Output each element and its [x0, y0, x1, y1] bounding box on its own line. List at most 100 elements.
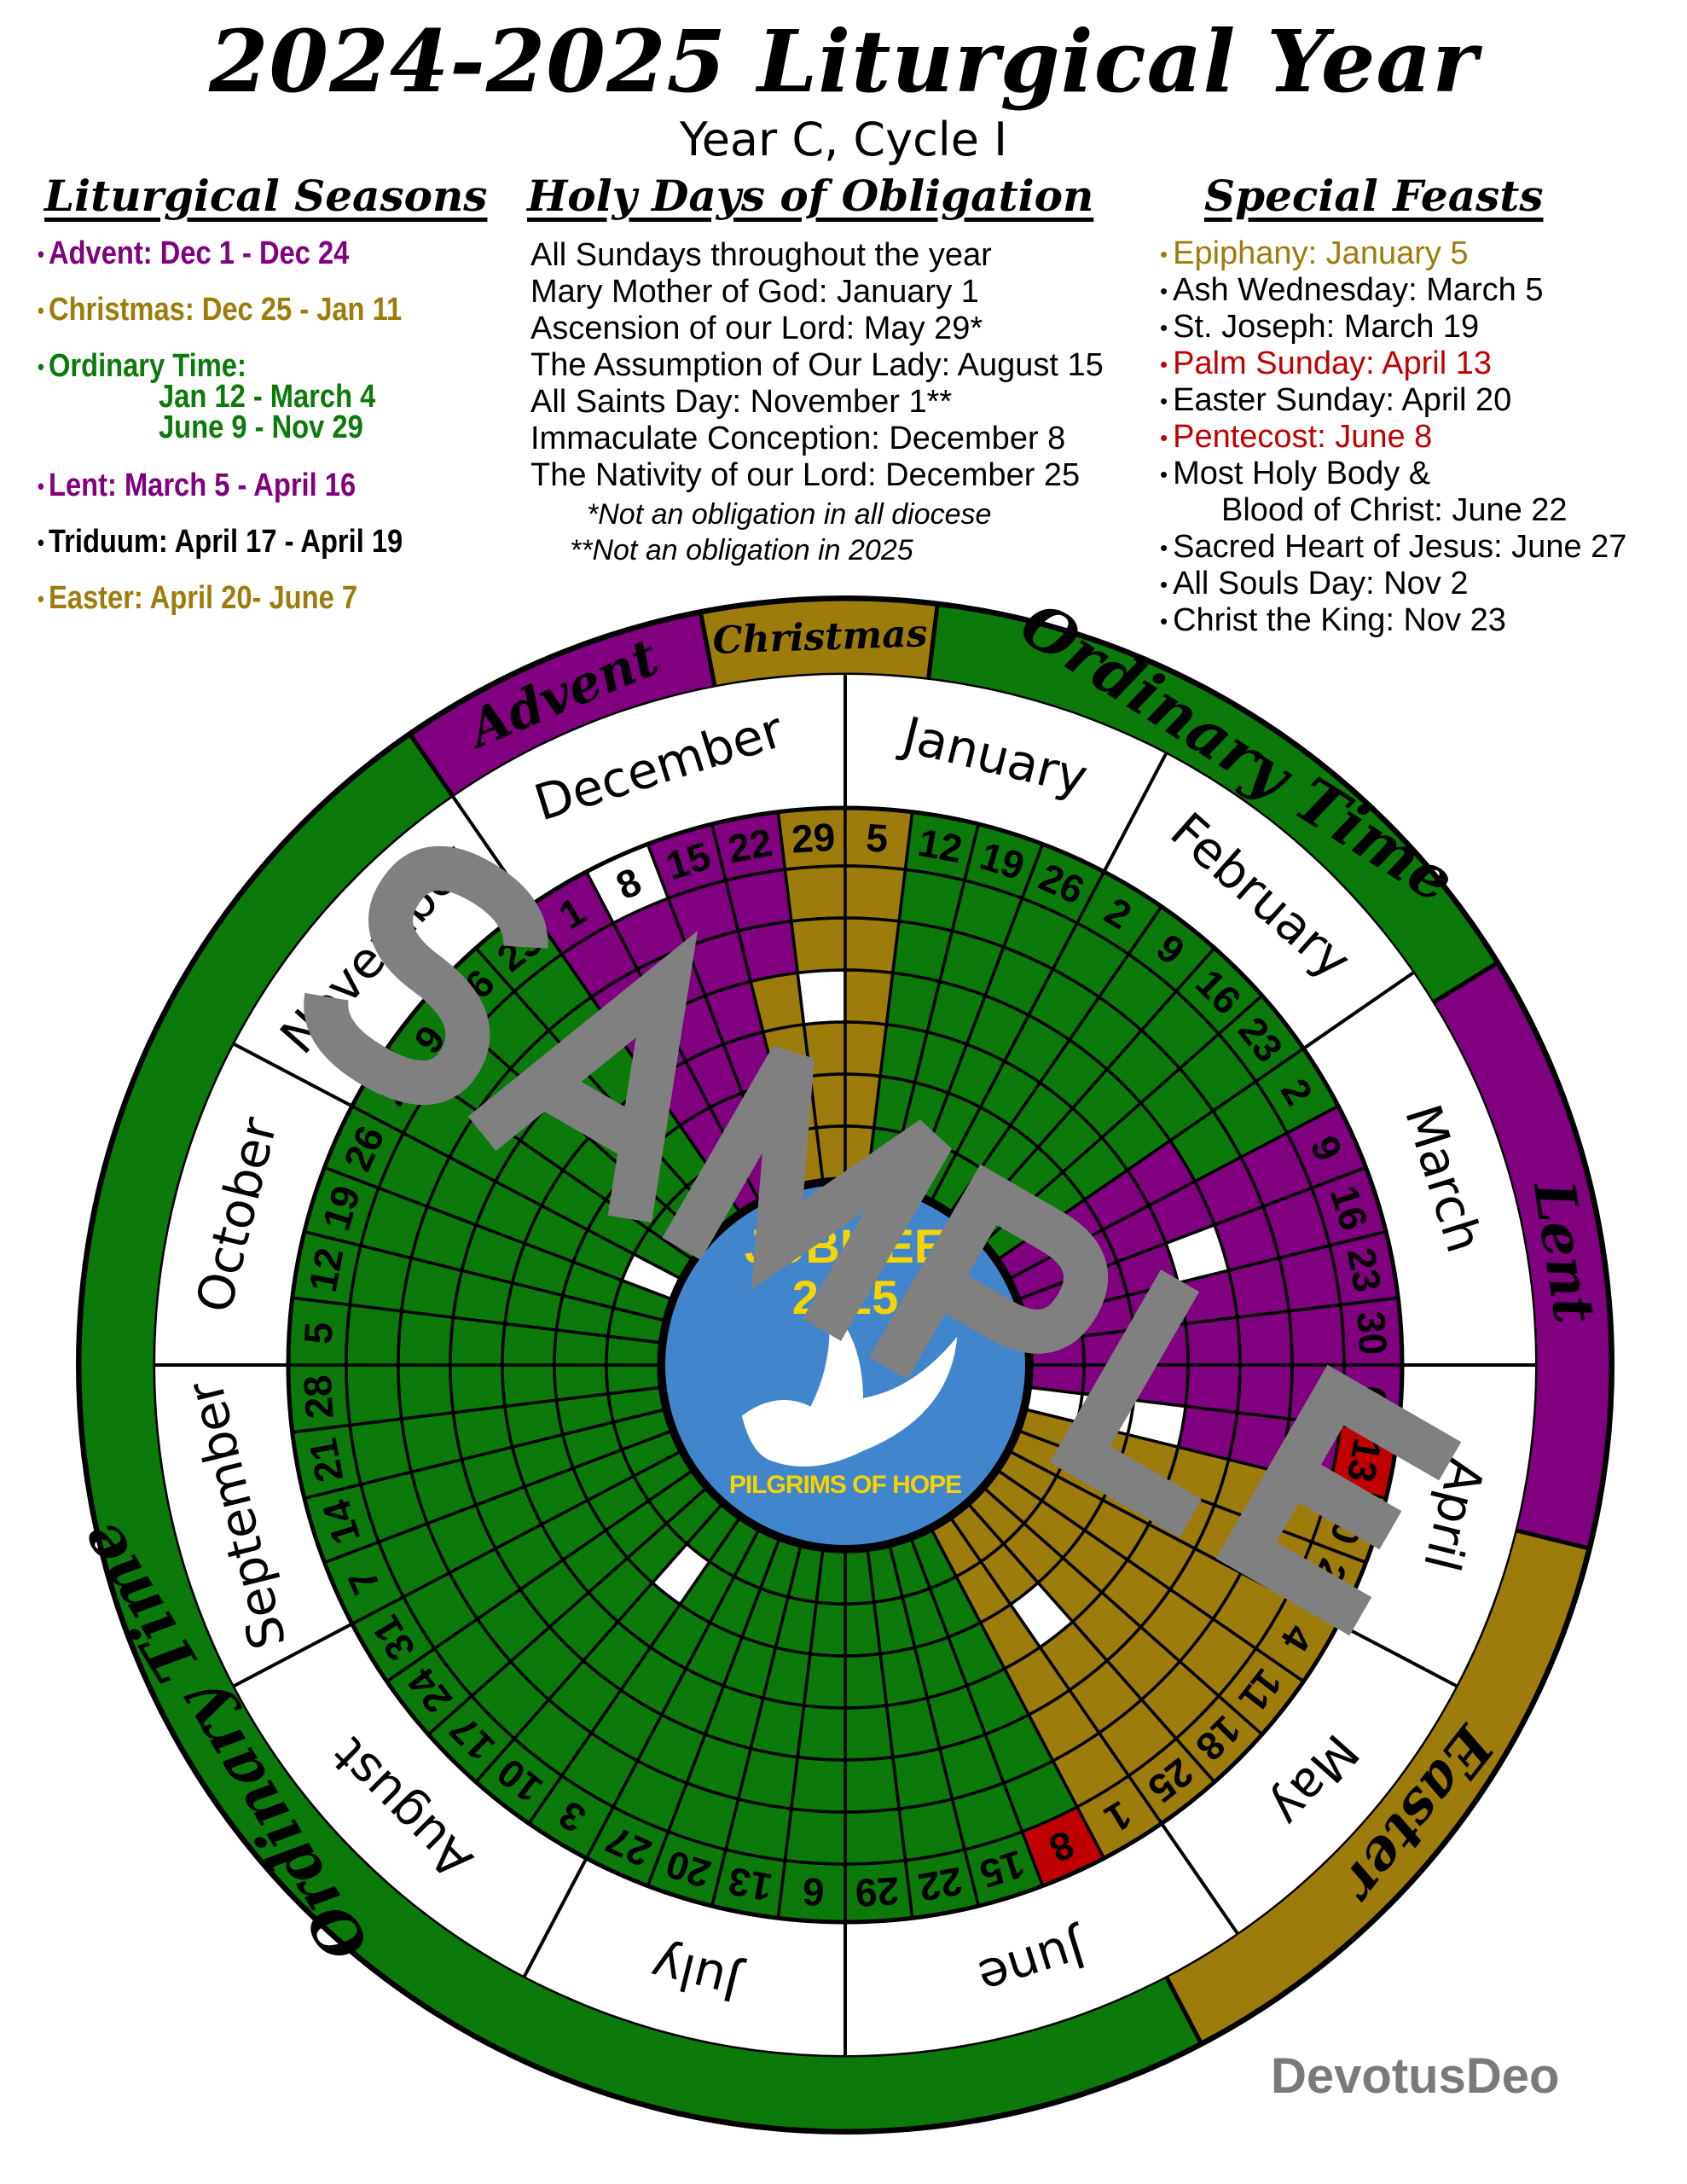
holy-day-item: The Assumption of Our Lady: August 15 [530, 347, 1104, 383]
day-cell [1184, 1316, 1242, 1367]
day-cell [783, 1807, 847, 1866]
day-cell [449, 1316, 507, 1367]
credit-watermark: DevotusDeo [1271, 2048, 1560, 2104]
day-cell [1184, 1363, 1242, 1414]
day-cell [1235, 1309, 1294, 1367]
day-cell [1235, 1363, 1294, 1421]
bullet-icon: • [1160, 572, 1168, 598]
page-title: 2024-2025 Liturgical Year [208, 11, 1479, 112]
feast-item: • St. Joseph: March 19 [1160, 309, 1479, 346]
feast-label: Easter Sunday: April 20 [1173, 382, 1512, 418]
season-item: June 9 - Nov 29 [159, 410, 363, 446]
seasons-heading: Liturgical Seasons [44, 171, 488, 221]
month-divider [523, 1857, 588, 1978]
feast-label: Christ the King: Nov 23 [1173, 602, 1506, 638]
sunday-date-label: 6 [801, 1869, 826, 1914]
watermark-letter [467, 930, 698, 1223]
sunday-date-label: 21 [300, 1435, 351, 1486]
day-cell [815, 1124, 847, 1182]
feast-label: Sacred Heart of Jesus: June 27 [1173, 529, 1627, 565]
sunday-date-label: 23 [1339, 1245, 1390, 1296]
season-label: Easter: April 20- June 7 [48, 580, 358, 616]
day-cell [345, 1303, 403, 1367]
day-cell [890, 1746, 954, 1811]
bullet-icon: • [1160, 351, 1168, 378]
sunday-date-label: 29 [854, 1868, 900, 1915]
day-cell [796, 1704, 847, 1762]
feast-item: • Most Holy Body & [1160, 456, 1430, 493]
day-cell [1226, 1256, 1291, 1320]
season-item: • Lent: March 5 - April 16 [38, 468, 356, 505]
special-feasts-heading: Special Feasts [1204, 171, 1544, 221]
day-cell [844, 916, 901, 975]
day-cell [345, 1363, 403, 1427]
feast-label: Palm Sunday: April 13 [1173, 346, 1492, 381]
day-cell [449, 1363, 507, 1414]
bullet-icon: • [38, 586, 44, 613]
holy-day-item: Ascension of our Lord: May 29* [530, 311, 983, 346]
logo-pilgrims-text: PILGRIMS OF HOPE [729, 1471, 961, 1499]
feast-label: All Souls Day: Nov 2 [1173, 566, 1469, 601]
day-cell [553, 1363, 610, 1403]
season-item: • Triduum: April 17 - April 19 [38, 524, 403, 561]
feast-label: St. Joseph: March 19 [1173, 309, 1480, 345]
day-cell [789, 916, 847, 975]
feast-item: • Sacred Heart of Jesus: June 27 [1160, 529, 1626, 566]
sunday-date-label: 22 [915, 1859, 966, 1910]
feast-item: • Ash Wednesday: March 5 [1160, 272, 1544, 310]
day-cell [789, 1755, 847, 1814]
season-label: Jan 12 - March 4 [159, 379, 376, 415]
holy-day-item: The Nativity of our Lord: December 25 [530, 457, 1081, 493]
sample-watermark [304, 845, 1462, 1636]
feast-item: • Christ the King: Nov 23 [1160, 602, 1506, 640]
day-cell [844, 1807, 907, 1866]
day-cell [844, 968, 895, 1026]
bullet-icon: • [1160, 462, 1168, 488]
holy-day-item: All Sundays throughout the year [530, 237, 992, 273]
sunday-date-label: 13 [725, 1859, 776, 1910]
feast-item: • Epiphany: January 5 [1160, 235, 1469, 273]
season-label: June 9 - Nov 29 [159, 410, 363, 445]
holy-day-item: Immaculate Conception: December 8 [530, 421, 1066, 456]
day-cell [844, 1548, 876, 1606]
day-cell [844, 1600, 883, 1658]
feast-label: Ash Wednesday: March 5 [1173, 272, 1544, 308]
month-divider [1302, 971, 1414, 1050]
sunday-date-label: 30 [1348, 1310, 1395, 1356]
season-label: Christmas: Dec 25 - Jan 11 [48, 292, 403, 328]
month-divider [233, 1043, 353, 1108]
feast-item: • All Souls Day: Nov 2 [1160, 566, 1468, 603]
bullet-icon: • [38, 473, 44, 500]
watermark-letter [304, 845, 548, 1106]
holy-day-item: Mary Mother of God: January 1 [530, 274, 979, 310]
watermark-letter [868, 1164, 1109, 1380]
bullet-icon: • [1160, 388, 1168, 415]
season-label: Lent: March 5 - April 16 [48, 468, 357, 503]
day-cell [1287, 1303, 1346, 1367]
footnote: **Not an obligation in 2025 [570, 534, 913, 566]
date-ring-outline [286, 805, 1405, 1925]
day-cell [783, 864, 847, 923]
sunday-date-label: 22 [725, 820, 776, 871]
day-cell [796, 968, 847, 1026]
month-divider [1160, 1822, 1239, 1934]
bullet-icon: • [1160, 608, 1168, 635]
month-divider [1337, 1622, 1458, 1687]
day-cell [844, 1652, 889, 1710]
feast-label: Blood of Christ: June 22 [1221, 492, 1568, 528]
watermark-letter [1215, 1364, 1462, 1636]
watermark-letter [662, 1045, 953, 1341]
feast-item: • Pentecost: June 8 [1160, 419, 1432, 456]
bullet-icon: • [1160, 241, 1168, 268]
feast-label: Most Holy Body & [1173, 456, 1431, 491]
watermark-letter [1049, 1269, 1203, 1538]
day-cell [736, 919, 800, 984]
sunday-date-label: 5 [295, 1321, 340, 1345]
bullet-icon: • [1160, 315, 1168, 341]
season-label: Advent: Dec 1 - Dec 24 [48, 235, 350, 271]
sunday-date-label: 5 [865, 815, 890, 860]
feast-label: Epiphany: January 5 [1173, 235, 1469, 271]
feast-item: • Easter Sunday: April 20 [1160, 382, 1511, 420]
season-item: • Ordinary Time: [38, 348, 246, 386]
